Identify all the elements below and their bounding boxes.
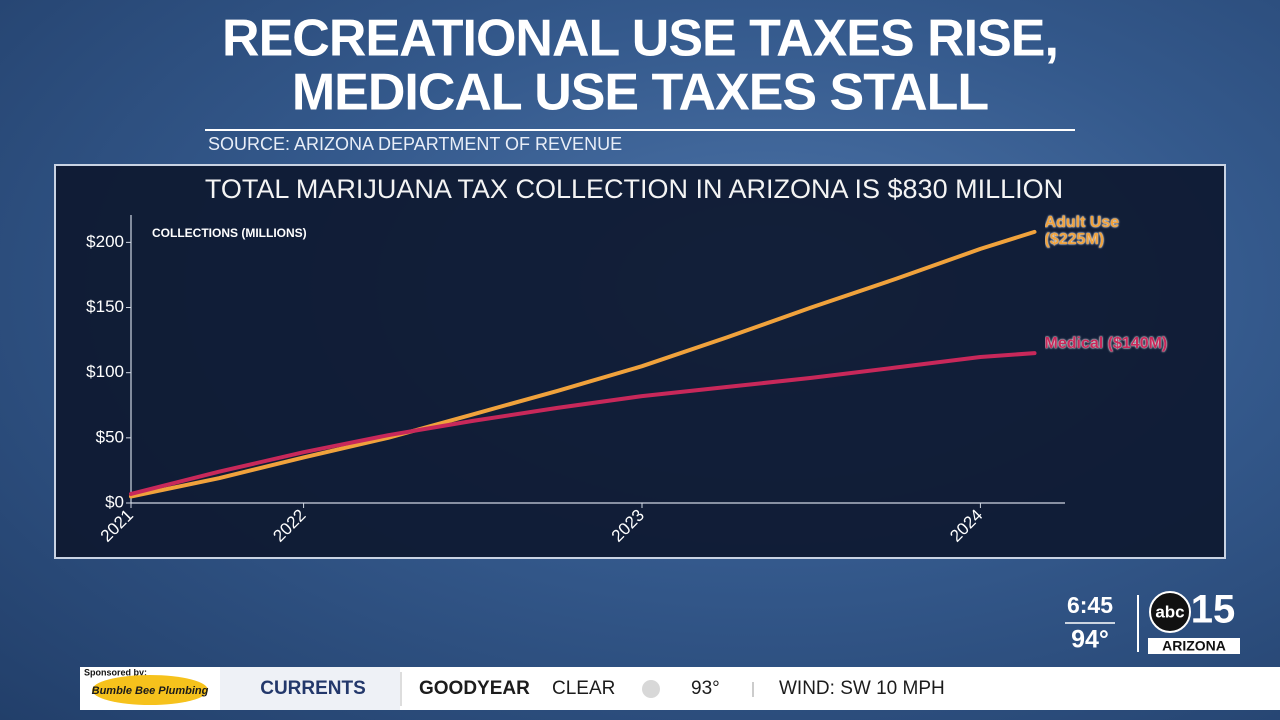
sponsor-name: Bumble Bee Plumbing	[92, 685, 209, 697]
logo-station: ARIZONA	[1162, 638, 1226, 654]
sponsor-logo	[92, 675, 208, 705]
y-tick-label: $100	[86, 362, 124, 381]
y-tick-label: $50	[96, 427, 124, 446]
wind: WIND: SW 10 MPH	[779, 678, 945, 699]
logo-band	[1148, 638, 1240, 654]
headline-line-1: RECREATIONAL USE TAXES RISE,	[222, 10, 1058, 68]
logo-number: 15	[1191, 588, 1236, 632]
y-tick-label: $150	[86, 297, 124, 316]
weather-icon	[642, 680, 660, 698]
logo-abc: abc	[1155, 602, 1184, 621]
sponsor-label: Sponsored by:	[84, 667, 147, 677]
ticker-temperature: 93°	[691, 678, 720, 699]
condition: CLEAR	[552, 678, 615, 699]
temperature: 94°	[1071, 626, 1109, 654]
source: SOURCE: ARIZONA DEPARTMENT OF REVENUE	[208, 134, 622, 154]
series-line	[129, 229, 1037, 499]
city: GOODYEAR	[419, 678, 530, 699]
chart-panel	[54, 164, 1226, 559]
y-axis-label: COLLECTIONS (MILLIONS)	[152, 226, 307, 240]
headline-line-2: MEDICAL USE TAXES STALL	[292, 64, 989, 122]
clock: 6:45	[1067, 592, 1113, 618]
series-label: Medical ($140M)	[1044, 335, 1168, 353]
legend-entry: Adult Use ($225M)	[1044, 213, 1120, 248]
y-tick-label: $200	[86, 232, 124, 251]
legend-entry: Medical ($140M)	[1044, 335, 1168, 353]
segment-box	[220, 667, 400, 710]
series-label: Adult Use ($225M)	[1044, 213, 1120, 248]
series-line	[129, 351, 1037, 496]
logo-circle	[1149, 591, 1191, 633]
segment: CURRENTS	[260, 678, 366, 699]
chart-title: TOTAL MARIJUANA TAX COLLECTION IN ARIZON…	[205, 174, 1063, 204]
y-tick-label: $0	[105, 492, 124, 511]
